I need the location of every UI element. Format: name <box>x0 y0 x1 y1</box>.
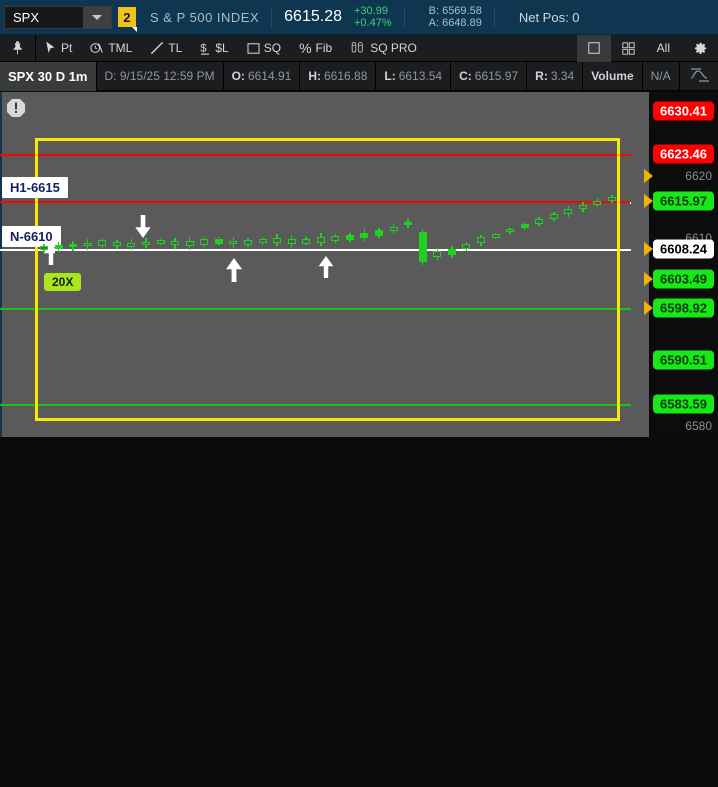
svg-text:$: $ <box>201 43 208 55</box>
